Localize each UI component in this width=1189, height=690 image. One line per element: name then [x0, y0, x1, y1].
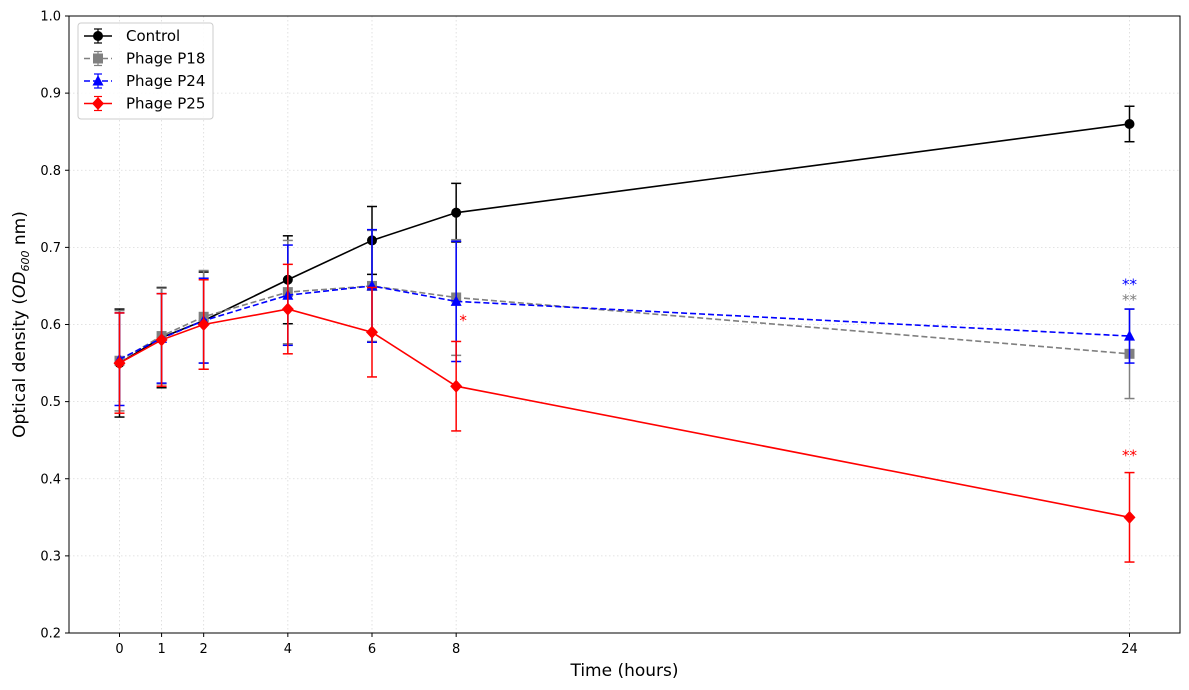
data-point [366, 325, 378, 339]
x-tick-label: 4 [284, 642, 292, 657]
series-layer [113, 105, 1136, 563]
annotations: ******* [459, 275, 1137, 464]
data-point [113, 356, 126, 370]
y-tick-label: 0.3 [40, 549, 61, 564]
x-tick-label: 2 [200, 642, 208, 657]
series-line [119, 308, 1130, 519]
y-tick-label: 0.8 [40, 164, 61, 179]
y-axis-title: Optical density (OD600 nm) [10, 211, 32, 438]
data-point [1124, 330, 1135, 341]
data-point [1124, 118, 1135, 129]
grid [69, 15, 1180, 634]
significance-marker: ** [1122, 291, 1138, 309]
legend-marker [93, 31, 103, 41]
data-point [1123, 510, 1136, 524]
x-tick-label: 0 [115, 642, 123, 657]
x-tick-label: 6 [368, 642, 376, 657]
y-tick-label: 0.5 [40, 395, 61, 410]
y-tick-label: 0.2 [40, 627, 61, 642]
y-tick-label: 0.6 [40, 318, 61, 333]
legend-label: Phage P24 [126, 72, 205, 90]
legend-marker [92, 97, 104, 110]
series-line [119, 123, 1130, 364]
y-tick-label: 0.4 [40, 472, 61, 487]
legend-item: Phage P25 [84, 95, 205, 113]
x-tick-label: 8 [452, 642, 460, 657]
data-point [155, 333, 168, 347]
significance-marker: * [459, 312, 467, 330]
legend-label: Control [126, 27, 180, 45]
series-control [114, 105, 1135, 418]
significance-marker: ** [1122, 447, 1138, 465]
data-point [451, 207, 462, 218]
data-point [197, 318, 210, 331]
y-axis-title-od: OD [10, 272, 30, 298]
y-tick-label: 1.0 [40, 10, 61, 25]
legend-item: Phage P24 [84, 72, 205, 90]
y-axis-title-suffix: nm) [10, 211, 30, 250]
x-axis-title: Time (hours) [569, 661, 678, 681]
legend-item: Phage P18 [84, 50, 205, 68]
legend: Control Phage P18 Phage P24 Phage P25 [77, 22, 214, 120]
data-point [281, 302, 294, 316]
legend-marker [93, 53, 103, 64]
legend-item: Control [84, 27, 180, 45]
y-axis-title-prefix: Optical density ( [10, 298, 30, 438]
data-point [450, 295, 462, 306]
legend-label: Phage P18 [126, 50, 205, 68]
y-tick-label: 0.7 [40, 241, 61, 256]
legend-box [77, 22, 214, 120]
data-point [450, 379, 463, 393]
x-tick-label: 24 [1121, 642, 1138, 657]
axes: 0 1 2 4 6 8 240.20.30.40.50.60.70.80.91.0 [40, 10, 1137, 658]
x-tick-label: 1 [157, 642, 165, 657]
significance-marker: ** [1122, 275, 1138, 293]
legend-label: Phage P25 [126, 95, 205, 113]
y-axis-title-sub: 600 [19, 251, 32, 272]
legend-marker [92, 75, 104, 86]
series-phage-p18 [114, 229, 1135, 412]
y-tick-label: 0.9 [40, 87, 61, 102]
series-phage-p24 [114, 228, 1135, 407]
series-line [119, 285, 1130, 362]
series-phage-p25 [113, 263, 1136, 563]
